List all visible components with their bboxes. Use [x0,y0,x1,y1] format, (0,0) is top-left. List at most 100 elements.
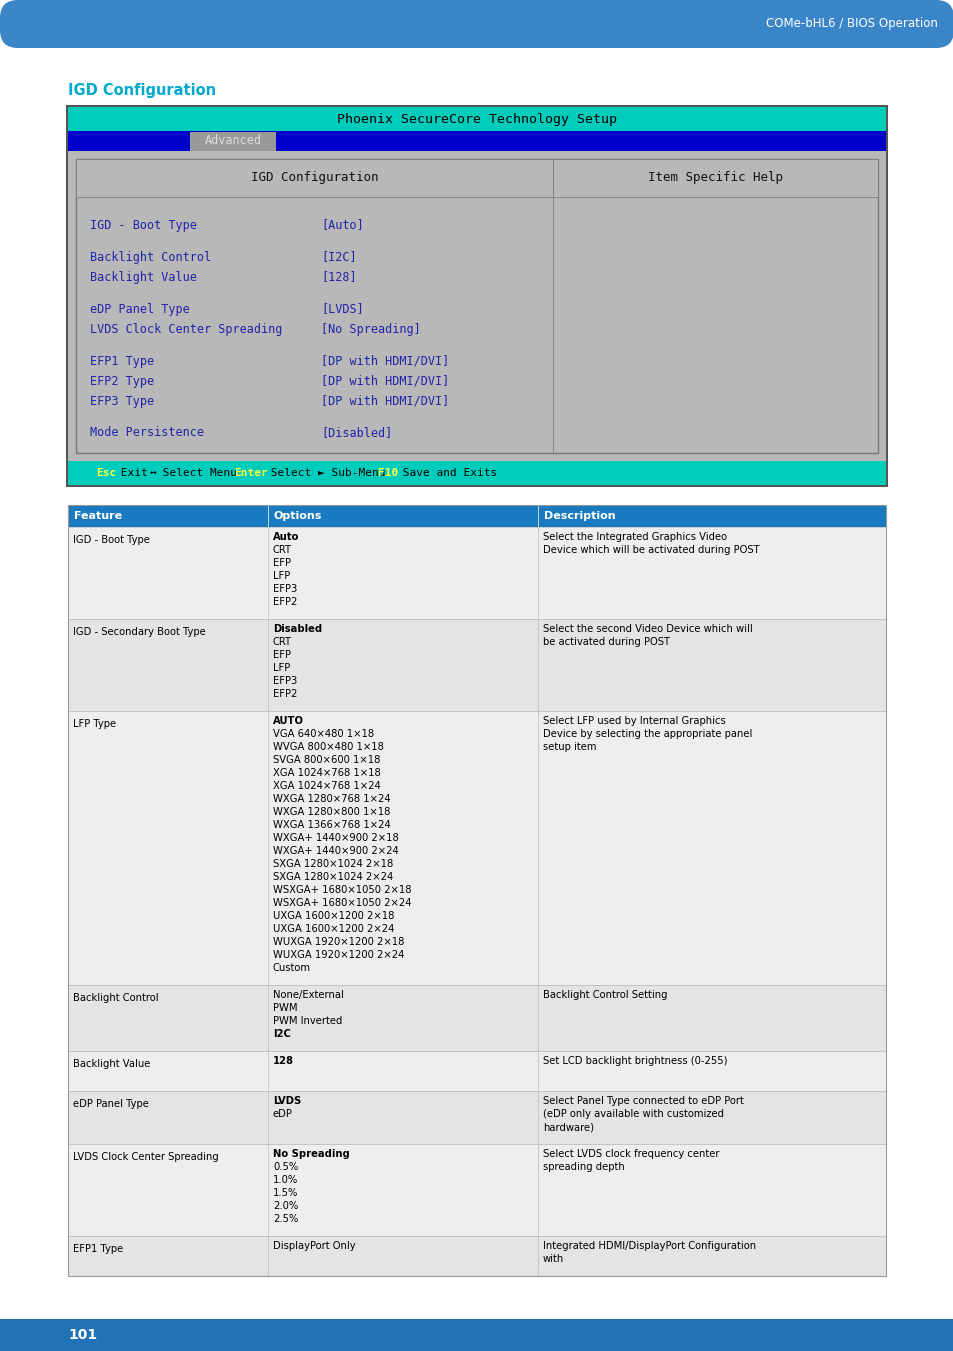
Bar [0,0,200,49]
Text: [Disabled]: [Disabled] [320,427,392,439]
Text: Phoenix SecureCore Technology Setup: Phoenix SecureCore Technology Setup [336,112,617,126]
Text: Backlight Control: Backlight Control [90,250,211,263]
Text: [No Spreading]: [No Spreading] [320,323,420,335]
Text: [DP with HDMI/DVI]: [DP with HDMI/DVI] [320,394,449,408]
Text: Select LFP used by Internal Graphics: Select LFP used by Internal Graphics [542,716,725,725]
Text: IGD - Boot Type: IGD - Boot Type [73,535,150,544]
Text: Exit: Exit [113,467,154,478]
Text: Select the second Video Device which will: Select the second Video Device which wil… [542,624,752,634]
Text: Select Panel Type connected to eDP Port: Select Panel Type connected to eDP Port [542,1096,743,1106]
Text: hardware): hardware) [542,1121,594,1132]
Text: IGD Configuration: IGD Configuration [251,172,377,185]
Text: COMe-bHL6 / BIOS Operation: COMe-bHL6 / BIOS Operation [765,18,937,31]
Text: Options: Options [274,511,322,521]
Text: [128]: [128] [320,270,356,284]
Bar [553,159,877,197]
Text: DisplayPort Only: DisplayPort Only [273,1242,355,1251]
Text: LVDS Clock Center Spreading: LVDS Clock Center Spreading [90,323,282,335]
Text: Select ► Sub-Menu: Select ► Sub-Menu [264,467,392,478]
Bar [68,505,885,1275]
Text: 101: 101 [68,1328,97,1342]
Text: WSXGA+ 1680×1050 2×24: WSXGA+ 1680×1050 2×24 [273,898,411,908]
Bar [0,0,953,45]
Text: UXGA 1600×1200 2×24: UXGA 1600×1200 2×24 [273,924,394,934]
Bar [0,0,953,55]
Text: Auto: Auto [273,532,299,542]
Text: Backlight Value: Backlight Value [90,270,196,284]
Bar [0,0,953,49]
Text: VGA 640×480 1×18: VGA 640×480 1×18 [273,730,374,739]
Text: WUXGA 1920×1200 2×24: WUXGA 1920×1200 2×24 [273,950,404,961]
Text: SXGA 1280×1024 2×18: SXGA 1280×1024 2×18 [273,859,393,869]
Text: Integrated HDMI/DisplayPort Configuration: Integrated HDMI/DisplayPort Configuratio… [542,1242,756,1251]
Text: WSXGA+ 1680×1050 2×18: WSXGA+ 1680×1050 2×18 [273,885,411,894]
Text: No Spreading: No Spreading [273,1148,350,1159]
Text: F10: F10 [377,467,397,478]
Text: EFP3 Type: EFP3 Type [90,394,154,408]
Text: None/External: None/External [273,990,343,1000]
Text: XGA 1024×768 1×18: XGA 1024×768 1×18 [273,767,380,778]
Text: PWM: PWM [273,1002,297,1013]
Text: EFP2 Type: EFP2 Type [90,374,154,388]
Text: 2.0%: 2.0% [273,1201,298,1210]
Text: [DP with HDMI/DVI]: [DP with HDMI/DVI] [320,354,449,367]
Text: Set LCD backlight brightness (0-255): Set LCD backlight brightness (0-255) [542,1056,727,1066]
Bar [68,131,885,151]
Bar [66,105,887,486]
Bar [68,985,885,1051]
Text: eDP: eDP [273,1109,293,1119]
Text: WXGA 1366×768 1×24: WXGA 1366×768 1×24 [273,820,391,830]
Bar [68,107,885,131]
Text: LFP: LFP [273,571,290,581]
Bar [68,461,885,485]
Text: 1.5%: 1.5% [273,1188,298,1198]
Bar [553,159,554,453]
Bar [68,527,885,619]
Text: EFP2: EFP2 [273,597,297,607]
Text: Backlight Control Setting: Backlight Control Setting [542,990,667,1000]
Text: XGA 1024×768 1×24: XGA 1024×768 1×24 [273,781,380,790]
Text: be activated during POST: be activated during POST [542,638,669,647]
Bar [68,711,885,985]
Text: [LVDS]: [LVDS] [320,303,363,316]
Text: WXGA+ 1440×900 2×18: WXGA+ 1440×900 2×18 [273,834,398,843]
Bar [68,151,885,461]
Bar [68,619,885,711]
Bar [76,159,877,453]
Text: 1.0%: 1.0% [273,1175,298,1185]
Text: WXGA 1280×768 1×24: WXGA 1280×768 1×24 [273,794,390,804]
Text: Mode Persistence: Mode Persistence [90,427,204,439]
Text: eDP Panel Type: eDP Panel Type [73,1098,149,1109]
Text: Item Specific Help: Item Specific Help [647,172,782,185]
Text: Device which will be activated during POST: Device which will be activated during PO… [542,544,759,555]
Text: Custom: Custom [273,963,311,973]
Text: PWM Inverted: PWM Inverted [273,1016,342,1025]
Text: UXGA 1600×1200 2×18: UXGA 1600×1200 2×18 [273,911,394,921]
Text: WXGA 1280×800 1×18: WXGA 1280×800 1×18 [273,807,390,817]
Bar [76,159,553,197]
Text: spreading depth: spreading depth [542,1162,624,1173]
Text: EFP1 Type: EFP1 Type [90,354,154,367]
Text: EFP: EFP [273,650,291,661]
Text: Esc: Esc [96,467,116,478]
Bar [0,0,953,45]
Text: IGD Configuration: IGD Configuration [68,82,216,97]
Bar [0,0,953,49]
Text: I2C: I2C [273,1029,291,1039]
FancyBboxPatch shape [0,0,953,49]
Text: EFP1 Type: EFP1 Type [73,1244,123,1254]
Text: CRT: CRT [273,638,292,647]
Text: EFP3: EFP3 [273,676,297,686]
Bar [68,1236,885,1275]
Bar [190,132,275,151]
Bar [68,505,885,527]
Text: 128: 128 [273,1056,294,1066]
Text: IGD - Secondary Boot Type: IGD - Secondary Boot Type [73,627,206,638]
Text: Enter: Enter [233,467,268,478]
Text: setup item: setup item [542,742,596,753]
Text: [DP with HDMI/DVI]: [DP with HDMI/DVI] [320,374,449,388]
Text: WVGA 800×480 1×18: WVGA 800×480 1×18 [273,742,383,753]
Text: Select LVDS clock frequency center: Select LVDS clock frequency center [542,1148,719,1159]
Text: with: with [542,1254,563,1265]
Text: Feature: Feature [74,511,122,521]
